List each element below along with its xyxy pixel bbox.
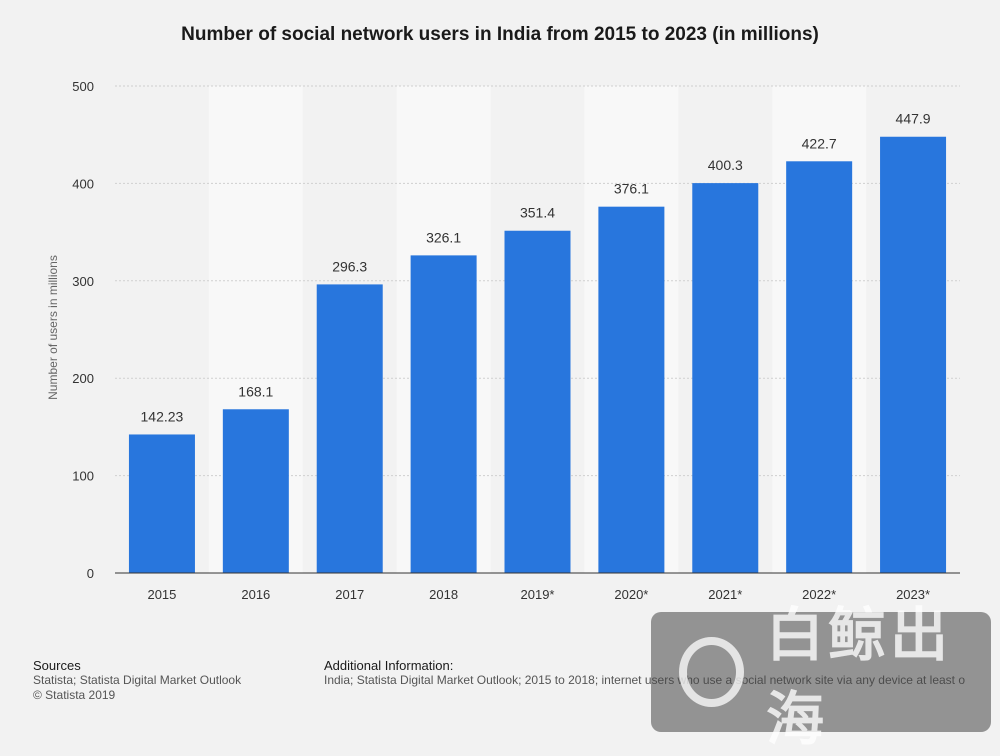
whale-logo-icon [679, 637, 744, 707]
x-tick-label: 2015 [147, 587, 176, 602]
bar [316, 284, 383, 573]
watermark: 白鲸出海 [651, 601, 991, 753]
bar [598, 206, 665, 574]
x-tick-label: 2022* [802, 587, 836, 602]
bar-value-label: 168.1 [238, 383, 273, 399]
bar [692, 183, 759, 574]
bar-value-label: 376.1 [614, 181, 649, 197]
x-tick-label: 2023* [896, 587, 930, 602]
bar-value-label: 447.9 [896, 111, 931, 127]
bar-value-label: 422.7 [802, 135, 837, 151]
bar [128, 434, 195, 573]
chart-title: Number of social network users in India … [181, 24, 819, 45]
sources-heading: Sources [33, 658, 81, 673]
bar [880, 136, 947, 573]
y-tick-label: 100 [72, 469, 94, 484]
sources-line[interactable]: Statista; Statista Digital Market Outloo… [33, 673, 242, 687]
x-tick-label: 2017 [335, 587, 364, 602]
bar [222, 409, 289, 573]
bar-value-label: 142.23 [141, 408, 184, 424]
bar-value-label: 351.4 [520, 205, 555, 221]
sources-block: Sources Statista; Statista Digital Marke… [33, 658, 241, 703]
y-tick-label: 500 [72, 79, 94, 94]
bar [504, 230, 571, 574]
bar [786, 161, 853, 573]
bar-value-label: 326.1 [426, 229, 461, 245]
y-tick-label: 200 [72, 371, 94, 386]
bar [410, 255, 477, 573]
bar-value-label: 400.3 [708, 157, 743, 173]
x-tick-label: 2018 [429, 587, 458, 602]
x-tick-label: 2020* [614, 587, 648, 602]
y-tick-label: 300 [72, 274, 94, 289]
additional-info-heading: Additional Information: [324, 658, 454, 673]
y-tick-label: 0 [87, 566, 94, 581]
copyright-line: © Statista 2019 [33, 688, 116, 702]
watermark-text: 白鲸出海 [765, 601, 952, 753]
y-tick-label: 400 [72, 176, 94, 191]
bar-value-label: 296.3 [332, 258, 367, 274]
x-tick-label: 2019* [521, 587, 555, 602]
x-tick-label: 2021* [708, 587, 742, 602]
bar-chart: 0 100 200 300 400 500 Number of users in milli… [46, 79, 960, 602]
x-tick-label: 2016 [241, 587, 270, 602]
y-axis-title: Number of users in millions [46, 255, 60, 400]
